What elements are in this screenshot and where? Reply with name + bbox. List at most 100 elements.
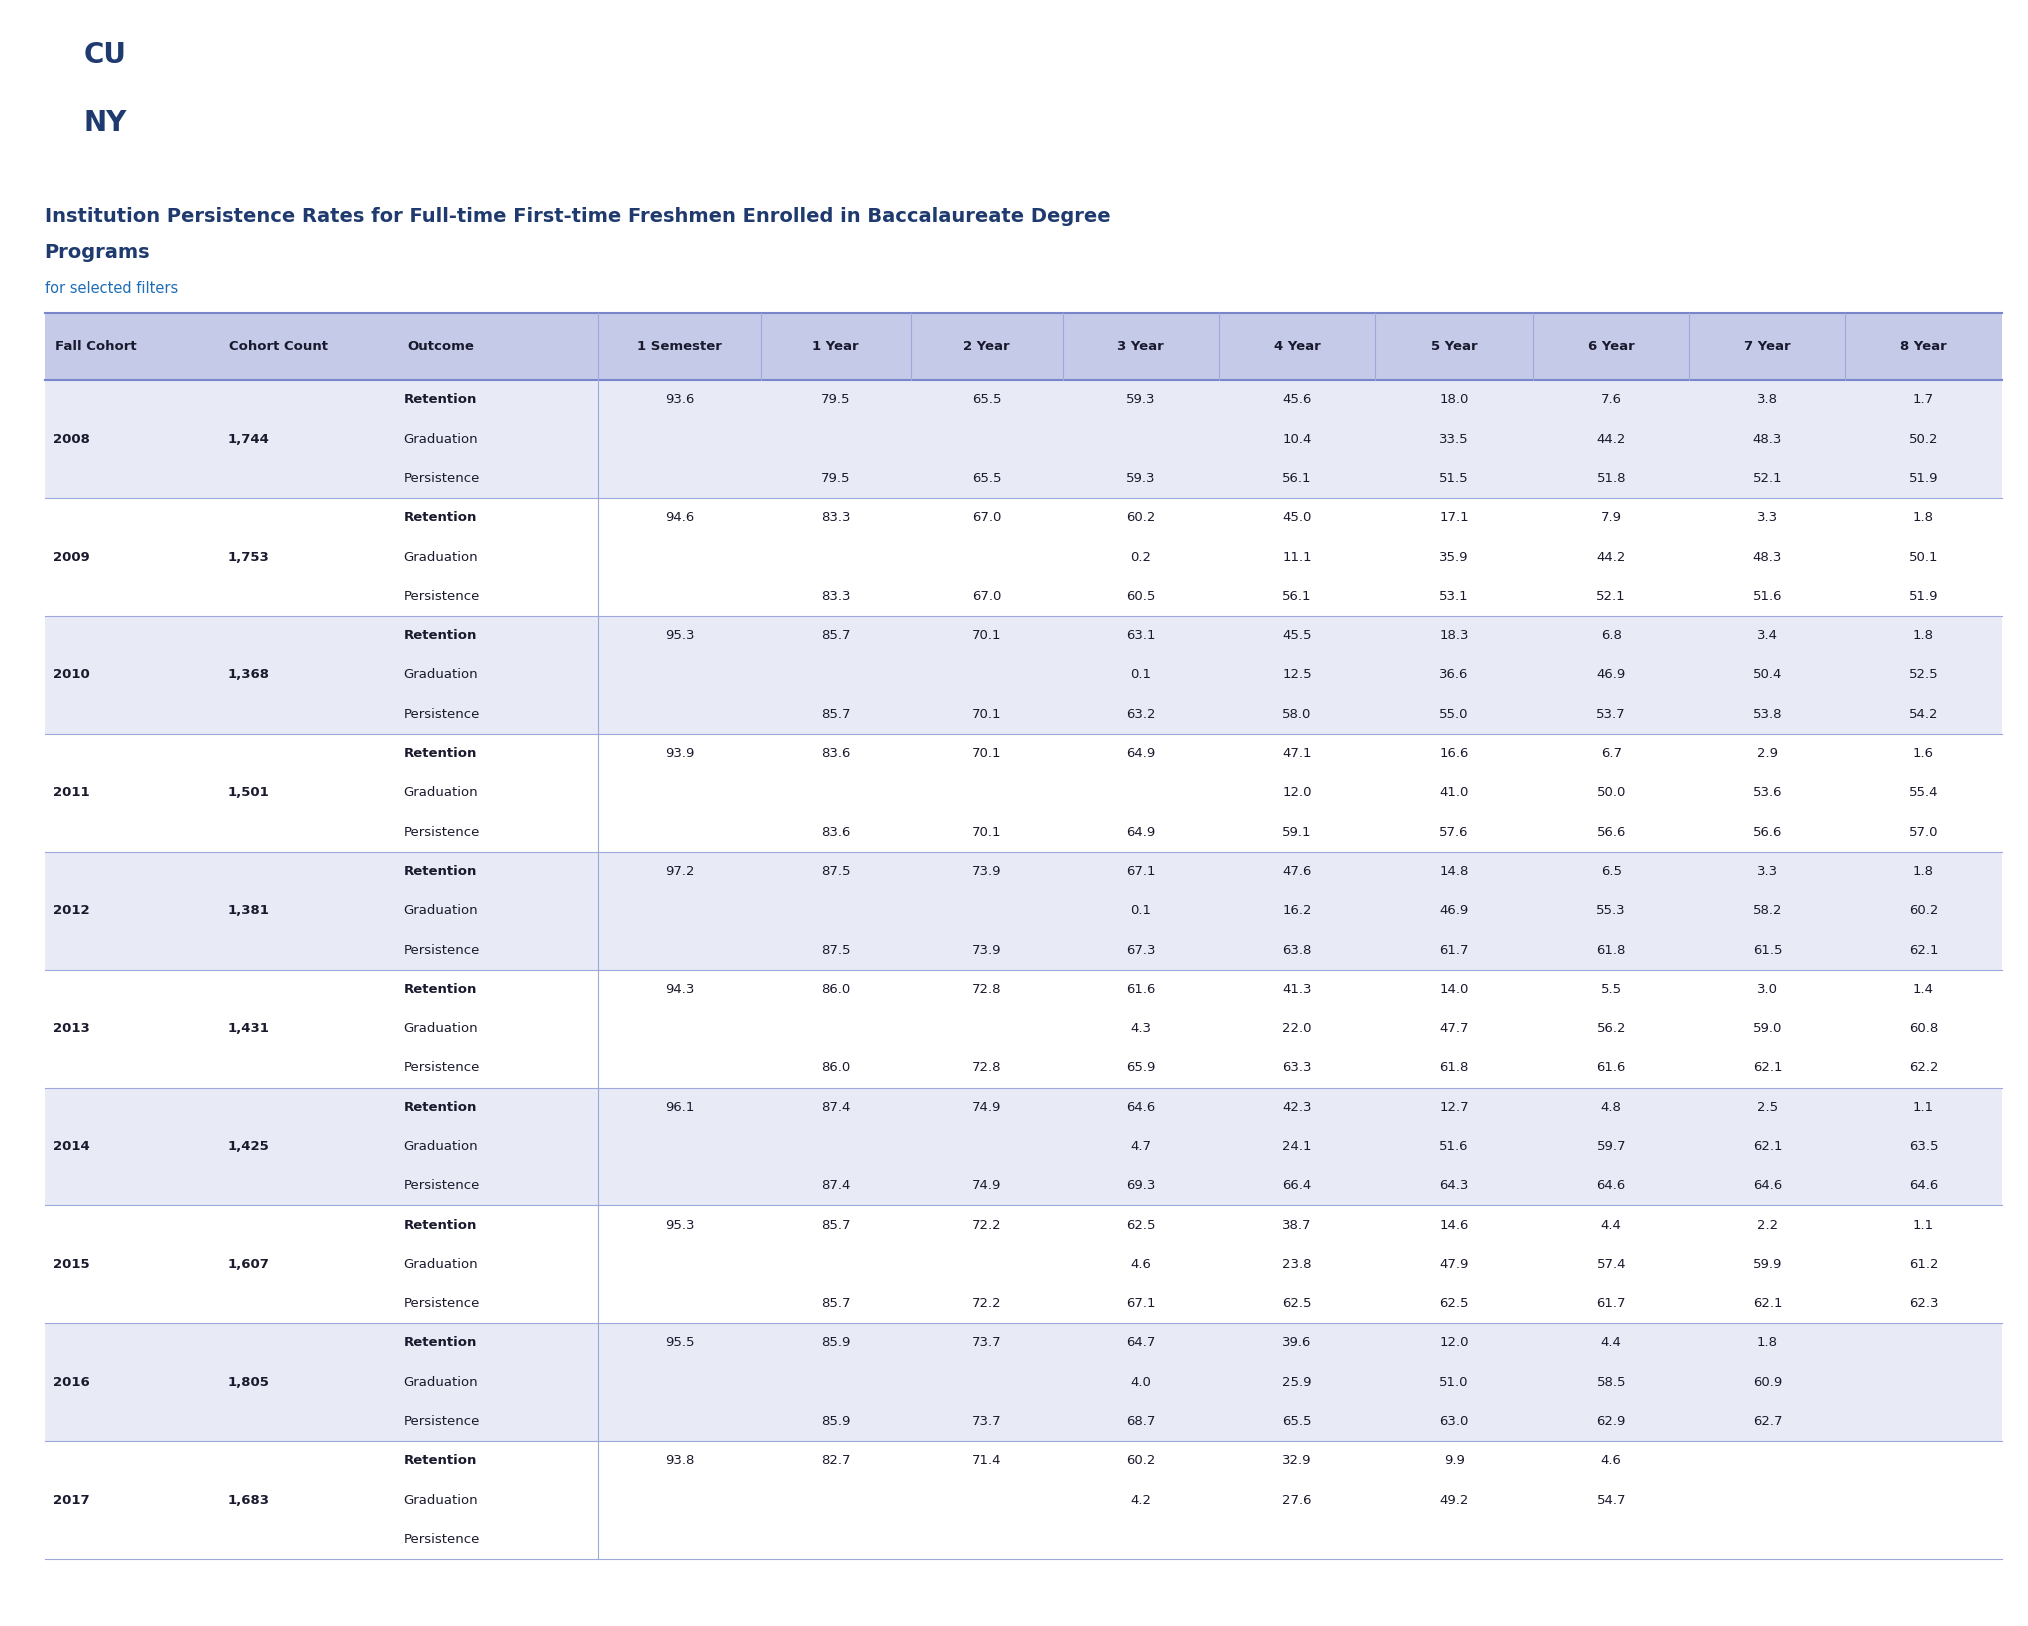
Text: 62.5: 62.5 [1440,1298,1468,1311]
Text: Persistence: Persistence [404,590,481,603]
Text: 2013: 2013 [53,1023,89,1036]
Text: Retention: Retention [404,1337,477,1350]
Text: 50.2: 50.2 [1908,433,1939,446]
Text: 61.7: 61.7 [1596,1298,1626,1311]
Text: 61.2: 61.2 [1908,1259,1939,1272]
Text: 62.9: 62.9 [1596,1415,1626,1428]
Text: 2014: 2014 [53,1140,89,1153]
Text: 45.5: 45.5 [1282,629,1312,642]
Text: 4.4: 4.4 [1600,1337,1622,1350]
Text: 9.9: 9.9 [1444,1454,1464,1467]
Text: 85.9: 85.9 [821,1415,850,1428]
Text: for selected filters: for selected filters [45,281,178,296]
Text: 50.4: 50.4 [1752,668,1783,681]
Text: 61.6: 61.6 [1596,1062,1626,1075]
Text: 3.3: 3.3 [1756,865,1779,878]
Text: Fall Cohort: Fall Cohort [55,340,136,353]
Text: 67.0: 67.0 [971,590,1002,603]
Text: 2009: 2009 [53,551,89,564]
Text: 35.9: 35.9 [1440,551,1468,564]
Text: 64.9: 64.9 [1126,826,1156,839]
Text: Graduation: Graduation [404,1023,479,1036]
Text: Retention: Retention [404,865,477,878]
Text: 2010: 2010 [53,668,89,681]
Text: 4.8: 4.8 [1600,1101,1622,1114]
Text: 63.2: 63.2 [1126,707,1156,720]
Text: Persistence: Persistence [404,1062,481,1075]
Text: 87.5: 87.5 [821,865,850,878]
Text: 4.0: 4.0 [1130,1376,1152,1389]
Text: 14.8: 14.8 [1440,865,1468,878]
Text: 42.3: 42.3 [1282,1101,1312,1114]
Text: 1.4: 1.4 [1912,982,1935,995]
Text: Retention: Retention [404,511,477,524]
Text: 1.7: 1.7 [1912,393,1935,406]
Text: 63.8: 63.8 [1282,943,1312,956]
Text: 11.1: 11.1 [1282,551,1312,564]
Text: 18.3: 18.3 [1440,629,1468,642]
Text: 47.6: 47.6 [1282,865,1312,878]
Text: CU: CU [83,41,128,68]
Bar [45,852,2002,969]
Text: 44.2: 44.2 [1596,551,1626,564]
Text: 94.6: 94.6 [665,511,694,524]
Text: 64.6: 64.6 [1752,1179,1783,1192]
Bar [45,1441,2002,1559]
Text: 54.2: 54.2 [1908,707,1939,720]
Text: 56.6: 56.6 [1596,826,1626,839]
Bar [45,498,2002,616]
Text: 60.2: 60.2 [1908,904,1939,917]
Text: 53.7: 53.7 [1596,707,1626,720]
Text: Graduation: Graduation [404,787,479,800]
Text: 95.3: 95.3 [665,1218,694,1231]
Text: 83.3: 83.3 [821,590,850,603]
Text: 47.9: 47.9 [1440,1259,1468,1272]
Text: Institution Persistence Rates for Full-time First-time Freshmen Enrolled in Bacc: Institution Persistence Rates for Full-t… [45,207,1109,226]
Text: Persistence: Persistence [404,1298,481,1311]
Text: 36.6: 36.6 [1440,668,1468,681]
Text: 62.3: 62.3 [1908,1298,1939,1311]
Text: 62.1: 62.1 [1752,1298,1783,1311]
Bar [45,969,2002,1088]
Text: 56.2: 56.2 [1596,1023,1626,1036]
Text: 68.7: 68.7 [1126,1415,1156,1428]
Text: 12.0: 12.0 [1282,787,1312,800]
Text: 4.4: 4.4 [1600,1218,1622,1231]
Bar [45,1205,2002,1324]
Text: 65.5: 65.5 [971,393,1002,406]
Text: 96.1: 96.1 [665,1101,694,1114]
Text: 3.0: 3.0 [1756,982,1779,995]
Text: 85.9: 85.9 [821,1337,850,1350]
Text: 39.6: 39.6 [1282,1337,1312,1350]
Text: 64.9: 64.9 [1126,746,1156,759]
Text: 52.5: 52.5 [1908,668,1939,681]
Text: 51.6: 51.6 [1440,1140,1468,1153]
Text: 74.9: 74.9 [971,1179,1002,1192]
Text: 62.1: 62.1 [1752,1140,1783,1153]
Bar [45,616,2002,733]
Text: 63.1: 63.1 [1126,629,1156,642]
Text: 1.8: 1.8 [1756,1337,1779,1350]
Text: Student Data Book: Student Data Book [223,63,726,107]
Text: 72.2: 72.2 [971,1298,1002,1311]
Text: 86.0: 86.0 [821,982,850,995]
Text: 63.0: 63.0 [1440,1415,1468,1428]
Text: 47.7: 47.7 [1440,1023,1468,1036]
Text: 1.8: 1.8 [1912,865,1935,878]
Text: 1 Year: 1 Year [813,340,858,353]
Text: 61.5: 61.5 [1752,943,1783,956]
Text: Retention: Retention [404,629,477,642]
Text: Graduation: Graduation [404,668,479,681]
Bar [45,1324,2002,1441]
Text: 71.4: 71.4 [971,1454,1002,1467]
Text: Retention: Retention [404,982,477,995]
Text: 23.8: 23.8 [1282,1259,1312,1272]
Text: 48.3: 48.3 [1752,433,1783,446]
Text: 52.1: 52.1 [1752,472,1783,485]
Text: 55.4: 55.4 [1908,787,1939,800]
Text: 83.6: 83.6 [821,746,850,759]
Text: 2011: 2011 [53,787,89,800]
Text: 85.7: 85.7 [821,707,850,720]
Text: 17.1: 17.1 [1440,511,1468,524]
Text: 51.0: 51.0 [1440,1376,1468,1389]
